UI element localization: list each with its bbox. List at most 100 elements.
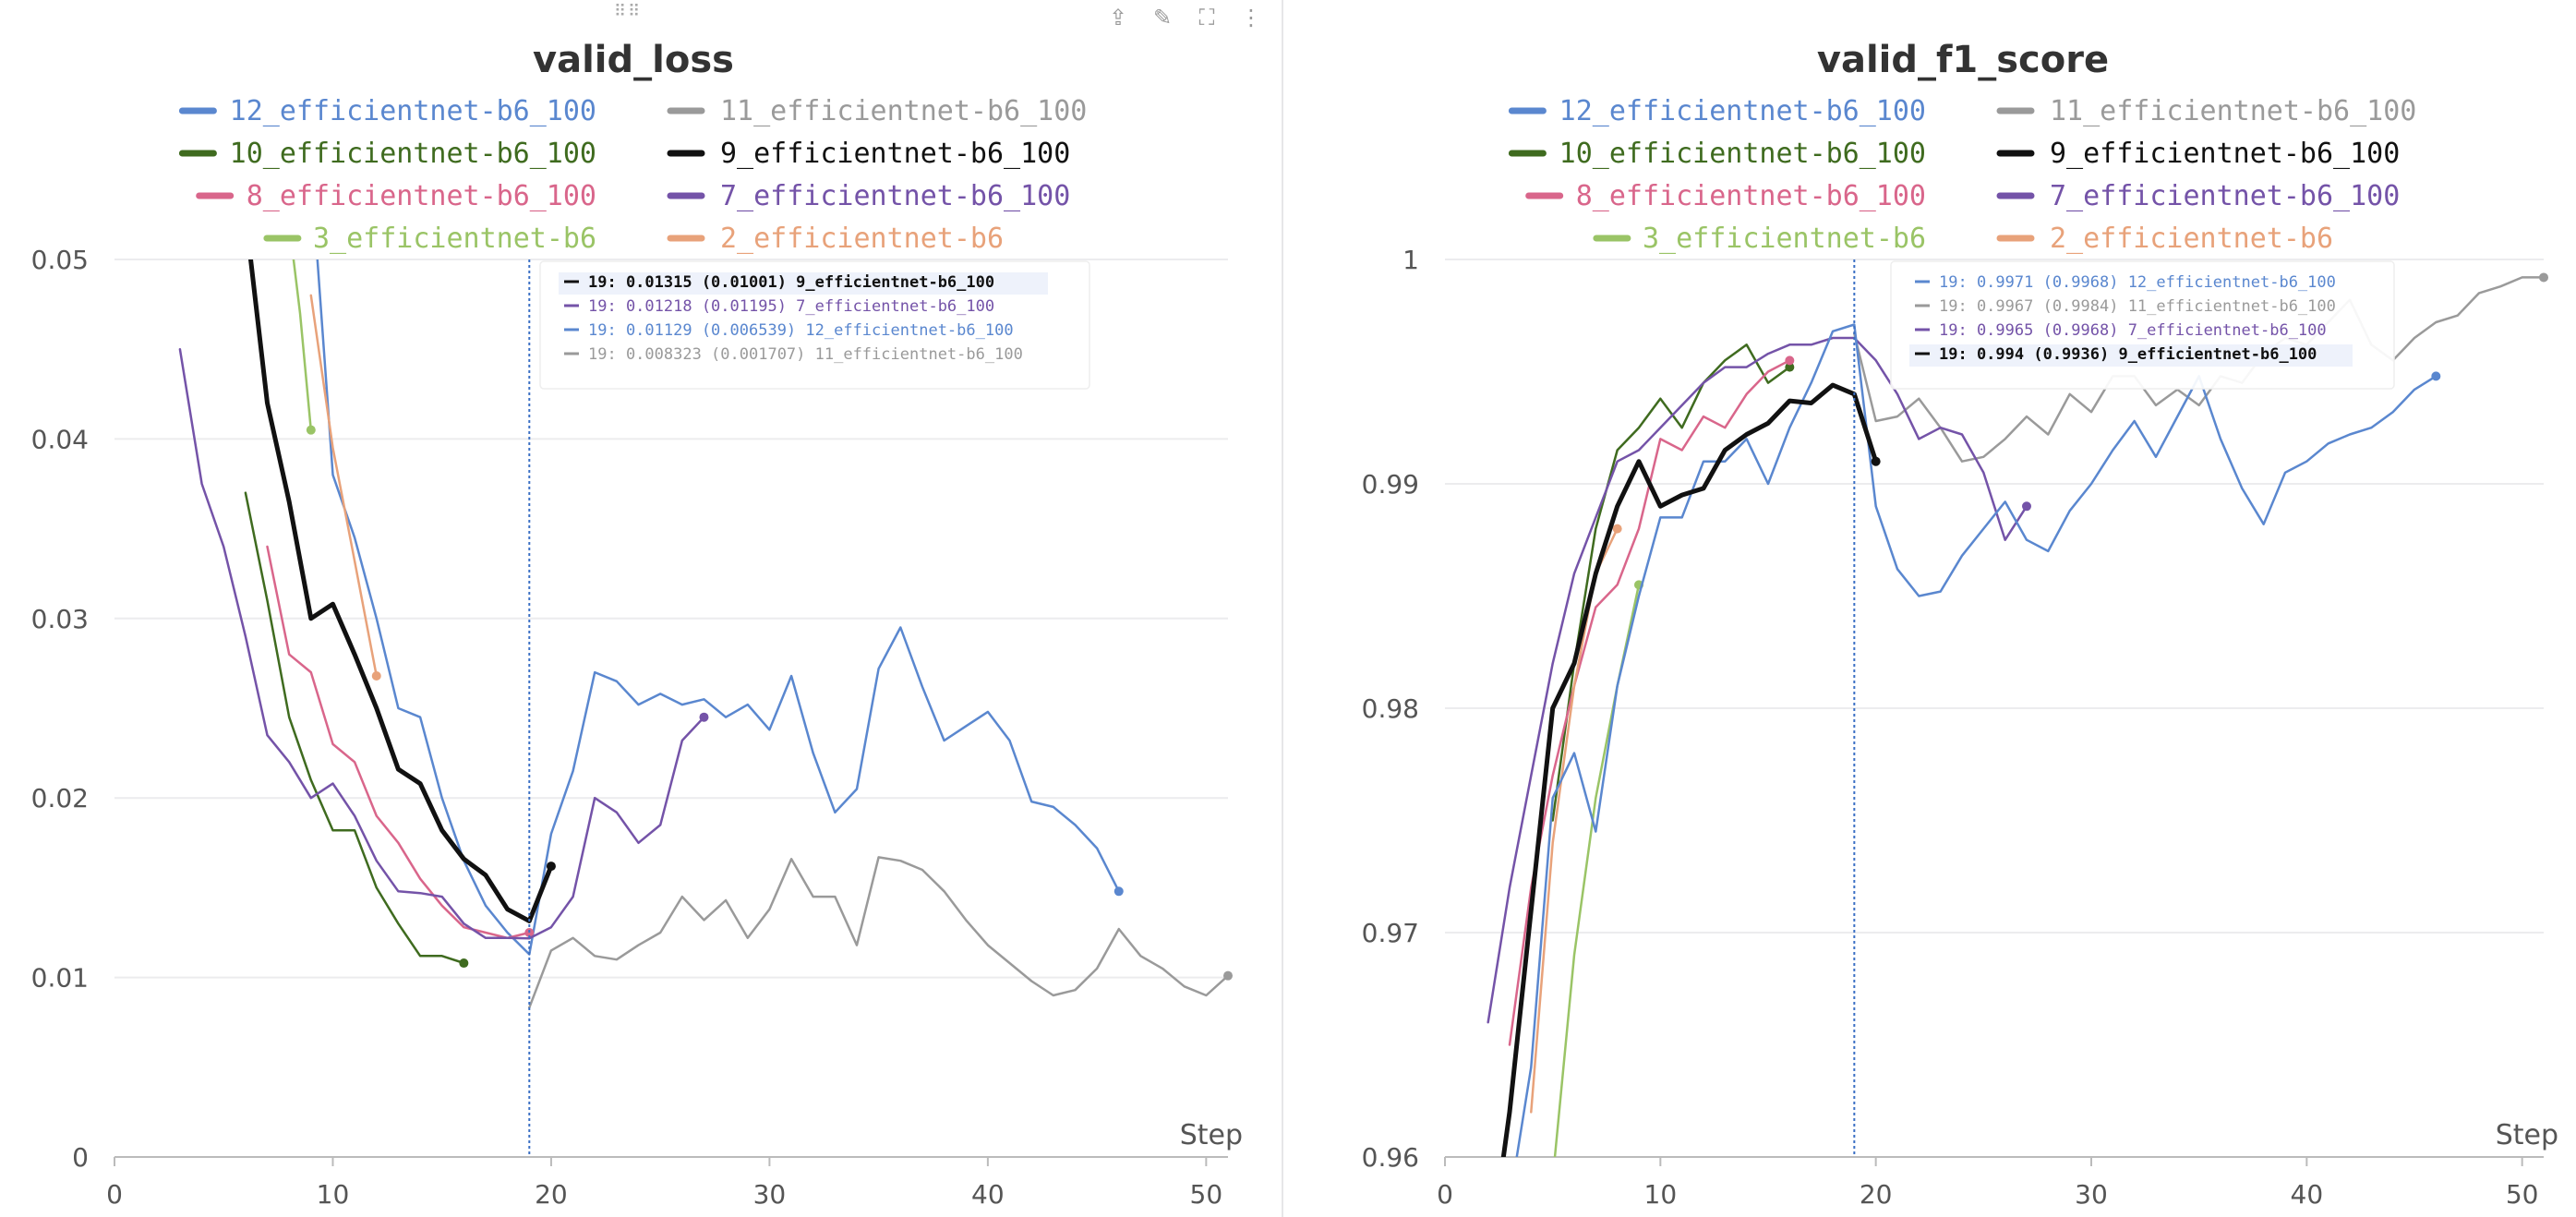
fullscreen-icon[interactable]: ⛶	[1198, 5, 1215, 30]
x-tick-label: 50	[2506, 1179, 2539, 1210]
series-line	[244, 491, 465, 965]
legend-item: 9_efficientnet-b6_100	[1996, 138, 2400, 170]
legend-label: 2_efficientnet-b6	[720, 223, 1004, 255]
x-tick-label: 40	[2291, 1179, 2324, 1210]
legend-label: 3_efficientnet-b6	[1643, 223, 1926, 255]
y-tick-label: 0	[72, 1142, 89, 1173]
legend-item: 12_efficientnet-b6_100	[1508, 95, 1926, 127]
x-axis-label: Step	[2496, 1119, 2558, 1151]
series-line	[1853, 276, 2546, 463]
series-end-point	[2431, 371, 2441, 381]
tooltip-highlight	[559, 272, 1048, 295]
series-end-point	[699, 712, 709, 722]
series-line	[528, 856, 1230, 1009]
x-tick-label: 10	[317, 1179, 350, 1210]
legend-item: 8_efficientnet-b6_100	[196, 180, 596, 212]
legend-label: 2_efficientnet-b6	[2050, 223, 2333, 255]
series-line	[292, 259, 313, 431]
legend-label: 11_efficientnet-b6_100	[2050, 95, 2416, 127]
legend-label: 8_efficientnet-b6_100	[247, 180, 596, 212]
series-line	[178, 347, 705, 940]
legend-label: 8_efficientnet-b6_100	[1576, 180, 1926, 212]
legend-item: 10_efficientnet-b6_100	[178, 138, 596, 170]
series-end-point	[1113, 886, 1124, 897]
y-tick-label: 0.01	[31, 963, 89, 994]
series-line	[1500, 382, 1879, 1157]
x-tick-label: 20	[535, 1179, 568, 1210]
legend-label: 7_efficientnet-b6_100	[2050, 180, 2400, 212]
y-tick-label: 1	[1402, 245, 1419, 275]
series-end-point	[459, 958, 469, 969]
x-tick-label: 20	[1860, 1179, 1893, 1210]
series-line	[1553, 584, 1641, 1157]
series-end-point	[1785, 362, 1795, 372]
legend-item: 7_efficientnet-b6_100	[1996, 180, 2400, 212]
series-line	[248, 259, 554, 923]
x-tick-label: 30	[753, 1179, 787, 1210]
series-end-point	[1871, 456, 1881, 466]
legend-item: 3_efficientnet-b6	[263, 223, 596, 255]
tooltip-row: 19: 0.01129 (0.006539) 12_efficientnet-b…	[588, 321, 1014, 340]
series-line	[1515, 323, 2438, 1157]
y-tick-label: 0.02	[31, 783, 89, 813]
legend-label: 11_efficientnet-b6_100	[720, 95, 1087, 127]
series-end-point	[1785, 355, 1795, 366]
legend-label: 3_efficientnet-b6	[313, 223, 596, 255]
valid-f1-chart[interactable]: valid_f1_score 12_efficientnet-b6_100 11_e…	[1316, 0, 2576, 1217]
series-end-point	[524, 928, 535, 937]
plot-area	[1487, 272, 2548, 1157]
panel-divider[interactable]	[1282, 0, 1318, 1217]
chart-title: valid_loss	[533, 39, 734, 81]
legend-label: 12_efficientnet-b6_100	[230, 95, 596, 127]
legend-item: 11_efficientnet-b6_100	[667, 95, 1087, 127]
legend-label: 9_efficientnet-b6_100	[720, 138, 1070, 170]
y-tick-label: 0.98	[1362, 693, 1419, 724]
more-icon[interactable]: ⋮	[1240, 5, 1262, 30]
series-line	[309, 294, 379, 678]
panel-toolbar: ⇪ ✎ ⛶ ⋮	[1104, 4, 1265, 31]
y-tick-label: 0.03	[31, 604, 89, 634]
y-tick-label: 0.05	[31, 245, 89, 275]
legend-label: 10_efficientnet-b6_100	[1559, 138, 1926, 170]
tooltip-row: 19: 0.9965 (0.9968) 7_efficientnet-b6_10…	[1939, 321, 2327, 340]
tooltip: 19: 0.01315 (0.01001) 9_efficientnet-b6_…	[539, 260, 1090, 390]
series-end-point	[371, 671, 381, 681]
drag-handle-icon[interactable]: ⠿⠿	[614, 2, 643, 21]
x-tick-label: 30	[2075, 1179, 2108, 1210]
tooltip-row: 19: 0.01315 (0.01001) 9_efficientnet-b6_…	[588, 273, 994, 292]
legend-label: 7_efficientnet-b6_100	[720, 180, 1070, 212]
series-line	[1508, 359, 1791, 1046]
valid-loss-chart[interactable]: valid_loss 12_efficientnet-b6_100 11_effic…	[0, 0, 1282, 1217]
series-line	[1487, 336, 2028, 1024]
series-end-point	[1612, 524, 1622, 534]
y-tick-label: 0.97	[1362, 918, 1419, 948]
series-end-point	[1223, 970, 1233, 981]
legend-item: 7_efficientnet-b6_100	[667, 180, 1070, 212]
legend-item: 3_efficientnet-b6	[1593, 223, 1926, 255]
series-line	[316, 259, 1121, 956]
x-tick-label: 0	[1437, 1179, 1453, 1210]
legend-label: 10_efficientnet-b6_100	[230, 138, 596, 170]
x-tick-label: 40	[971, 1179, 1005, 1210]
x-tick-label: 10	[1644, 1179, 1678, 1210]
legend-label: 12_efficientnet-b6_100	[1559, 95, 1926, 127]
valid-loss-panel: ⠿⠿ ⇪ ✎ ⛶ ⋮ valid_loss 12_efficientnet-b6_…	[0, 0, 1282, 1217]
valid-f1-panel: valid_f1_score 12_efficientnet-b6_100 11_e…	[1316, 0, 2576, 1217]
x-tick-label: 50	[1190, 1179, 1223, 1210]
tooltip-highlight	[1909, 344, 2353, 367]
series-line	[266, 545, 531, 940]
y-tick-label: 0.99	[1362, 469, 1419, 500]
y-tick-label: 0.96	[1362, 1142, 1419, 1173]
series-end-point	[2022, 501, 2031, 512]
chart-title: valid_f1_score	[1817, 39, 2109, 81]
series-end-point	[546, 862, 556, 872]
plot-area	[178, 259, 1233, 1009]
legend-item: 10_efficientnet-b6_100	[1508, 138, 1926, 170]
series-line	[1551, 343, 1791, 822]
legend-item: 9_efficientnet-b6_100	[667, 138, 1070, 170]
tooltip-row: 19: 0.9967 (0.9984) 11_efficientnet-b6_1…	[1939, 297, 2336, 316]
share-icon[interactable]: ⇪	[1108, 5, 1128, 30]
edit-icon[interactable]: ✎	[1152, 5, 1173, 30]
legend-label: 9_efficientnet-b6_100	[2050, 138, 2400, 170]
